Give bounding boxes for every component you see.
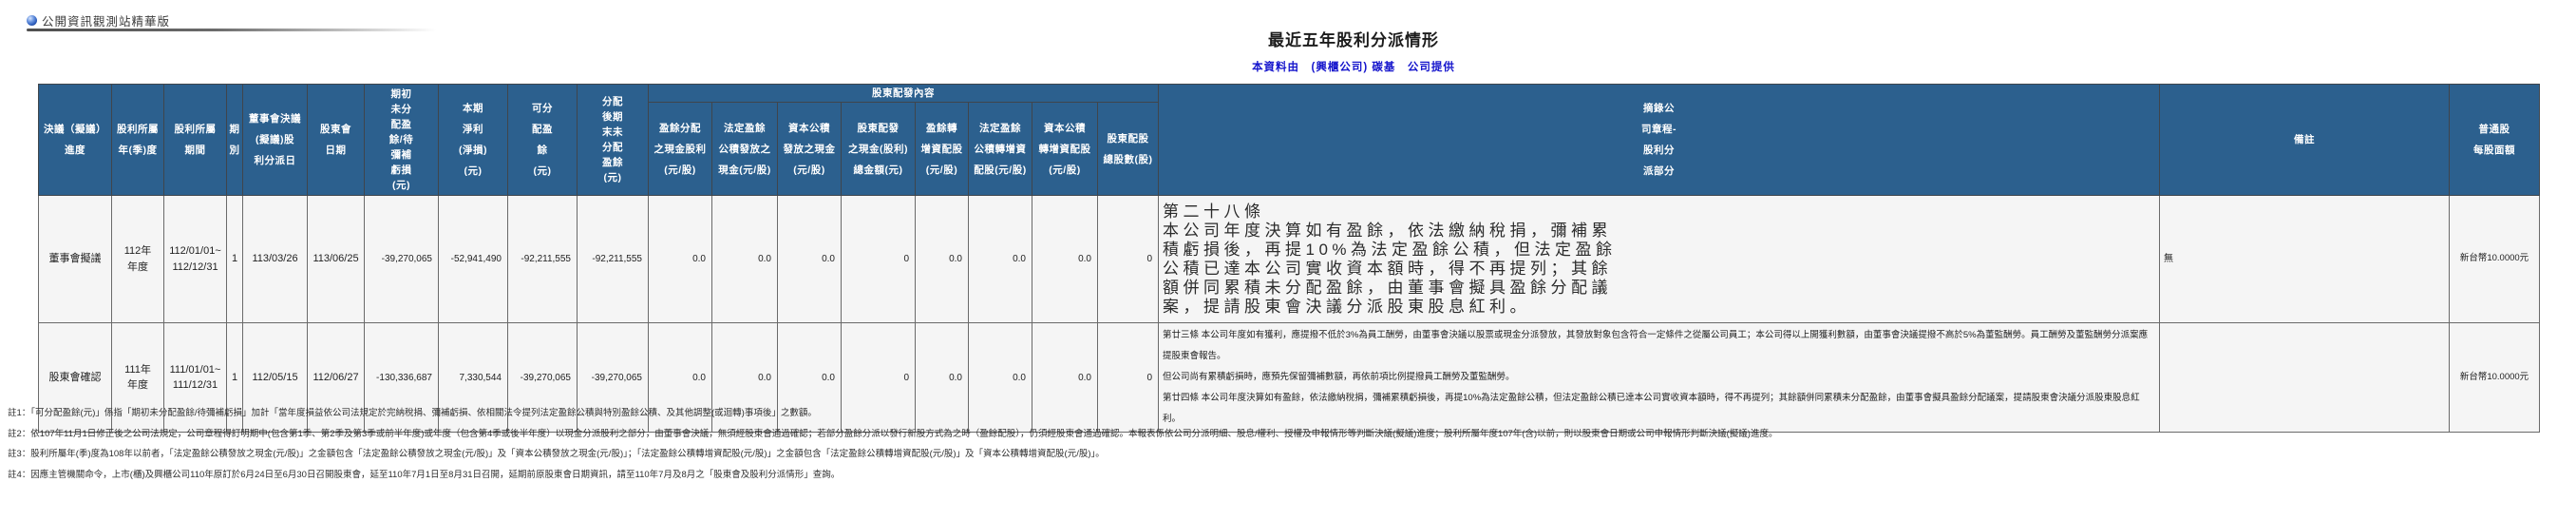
col-header-net-income: 本期 淨利 (淨損) (元)	[438, 84, 508, 196]
col-header-par-value: 普通股 每股面額	[2449, 84, 2540, 196]
mops-logo-icon	[27, 15, 37, 26]
cell-beginning-balance: -39,270,065	[364, 195, 439, 323]
cell-board-date: 113/03/26	[242, 195, 308, 323]
cell-beginning-balance: -130,336,687	[364, 322, 439, 433]
dividend-table: 決議（擬議） 進度 股利所屬 年(季)度 股利所屬 期間 期 別 董事會決議 (…	[38, 84, 2540, 433]
cell-net-income: 7,330,544	[438, 322, 508, 433]
cell-cash-div-capital-reserve: 0.0	[777, 322, 842, 433]
cell-stock-div-capital-reserve: 0.0	[1032, 195, 1098, 323]
page-title: 最近五年股利分派情形	[1268, 31, 1439, 49]
site-header: 公開資訊觀測站精華版	[27, 11, 170, 29]
table-row: 股東會確認 111年 年度 111/01/01~ 111/12/31 1 112…	[38, 322, 2540, 433]
cell-charter-excerpt: 第廿三條 本公司年度如有獲利，應提撥不低於3%為員工酬勞，由董事會決議以股票或現…	[1158, 322, 2160, 433]
cell-distributable-earnings: -39,270,065	[507, 322, 578, 433]
col-header-stock-div-legal-reserve: 法定盈餘 公積轉增資 配股(元/股)	[968, 102, 1032, 196]
cell-dividend-period: 112/01/01~ 112/12/31	[163, 195, 227, 323]
col-header-stock-div-earnings: 盈餘轉 增資配股 (元/股)	[915, 102, 969, 196]
cell-charter-excerpt: 第二十八條 本公司年度決算如有盈餘，依法繳納稅捐，彌補累 積虧損後，再提10%為…	[1158, 195, 2160, 323]
cell-ending-balance: -92,211,555	[577, 195, 649, 323]
col-header-stock-div-total-shares: 股東配股 總股數(股)	[1097, 102, 1159, 196]
col-header-cash-div-earnings: 盈餘分配 之現金股利 (元/股)	[648, 102, 712, 196]
footnote-1: 註1：「可分配盈餘(元)」係指「期初未分配盈餘/待彌補虧損」加計「當年度損益依公…	[8, 408, 817, 418]
cell-progress: 股東會確認	[38, 322, 112, 433]
cell-stock-div-total-shares: 0	[1097, 195, 1159, 323]
col-header-progress: 決議（擬議） 進度	[38, 84, 112, 196]
footnote-2: 註2：依107年11月1日修正後之公司法規定，公司章程得訂明期中(包含第1季、第…	[8, 428, 1778, 439]
site-header-label: 公開資訊觀測站精華版	[42, 15, 171, 29]
col-header-dividend-year: 股利所屬 年(季)度	[111, 84, 164, 196]
cell-stock-div-capital-reserve: 0.0	[1032, 322, 1098, 433]
col-header-distributable-earnings: 可分 配盈 餘 (元)	[507, 84, 578, 196]
cell-cash-div-total: 0	[841, 322, 916, 433]
col-header-cash-div-legal-reserve: 法定盈餘 公積發放之 現金(元/股)	[711, 102, 778, 196]
col-header-note: 備註	[2159, 84, 2450, 196]
col-header-beginning-balance: 期初 未分 配盈 餘/待 彌補 虧損 (元)	[364, 84, 439, 196]
cell-net-income: -52,941,490	[438, 195, 508, 323]
cell-stock-div-legal-reserve: 0.0	[968, 195, 1032, 323]
cell-term: 1	[226, 195, 243, 323]
footnote-3: 註3：股利所屬年(季)度為108年以前者，「法定盈餘公積發放之現金(元/股)」之…	[8, 449, 1105, 459]
col-header-cash-div-capital-reserve: 資本公積 發放之現金 (元/股)	[777, 102, 842, 196]
cell-stock-div-earnings: 0.0	[915, 195, 969, 323]
cell-dividend-period: 111/01/01~ 111/12/31	[163, 322, 227, 433]
cell-par-value: 新台幣10.0000元	[2449, 195, 2540, 323]
cell-cash-div-earnings: 0.0	[648, 195, 712, 323]
col-header-ending-balance: 分配 後期 末未 分配 盈餘 (元)	[577, 84, 649, 196]
col-header-meeting-date: 股東會 日期	[307, 84, 365, 196]
cell-note: 無	[2159, 195, 2450, 323]
data-source-subtitle: 本資料由 (興櫃公司) 碳基 公司提供	[1252, 62, 1455, 73]
cell-meeting-date: 112/06/27	[307, 322, 365, 433]
col-header-board-date: 董事會決議 (擬議)股 利分派日	[242, 84, 308, 196]
cell-stock-div-earnings: 0.0	[915, 322, 969, 433]
footnote-4: 註4：因應主管機關命令，上市(櫃)及興櫃公司110年原訂於6月24日至6月30日…	[8, 469, 841, 480]
col-header-stock-div-capital-reserve: 資本公積 轉增資配股 (元/股)	[1032, 102, 1098, 196]
col-group-shareholder-distribution: 股東配發內容	[648, 84, 1159, 103]
cell-dividend-year: 112年 年度	[111, 195, 164, 323]
header-divider	[27, 29, 445, 31]
cell-cash-div-legal-reserve: 0.0	[711, 195, 778, 323]
footnotes: 註1：「可分配盈餘(元)」係指「期初未分配盈餘/待彌補虧損」加計「當年度損益依公…	[8, 403, 1777, 485]
cell-stock-div-total-shares: 0	[1097, 322, 1159, 433]
col-header-term: 期 別	[226, 84, 243, 196]
table-row: 董事會擬議 112年 年度 112/01/01~ 112/12/31 1 113…	[38, 195, 2540, 323]
cell-ending-balance: -39,270,065	[577, 322, 649, 433]
cell-par-value: 新台幣10.0000元	[2449, 322, 2540, 433]
cell-meeting-date: 113/06/25	[307, 195, 365, 323]
cell-cash-div-total: 0	[841, 195, 916, 323]
col-header-dividend-period: 股利所屬 期間	[163, 84, 227, 196]
cell-cash-div-legal-reserve: 0.0	[711, 322, 778, 433]
col-header-charter-excerpt: 摘錄公 司章程- 股利分 派部分	[1158, 84, 2160, 196]
col-header-cash-div-total: 股東配發 之現金(股利) 總金額(元)	[841, 102, 916, 196]
cell-note	[2159, 322, 2450, 433]
cell-cash-div-capital-reserve: 0.0	[777, 195, 842, 323]
title-block: 最近五年股利分派情形 本資料由 (興櫃公司) 碳基 公司提供	[1116, 27, 1591, 74]
cell-distributable-earnings: -92,211,555	[507, 195, 578, 323]
cell-stock-div-legal-reserve: 0.0	[968, 322, 1032, 433]
cell-progress: 董事會擬議	[38, 195, 112, 323]
